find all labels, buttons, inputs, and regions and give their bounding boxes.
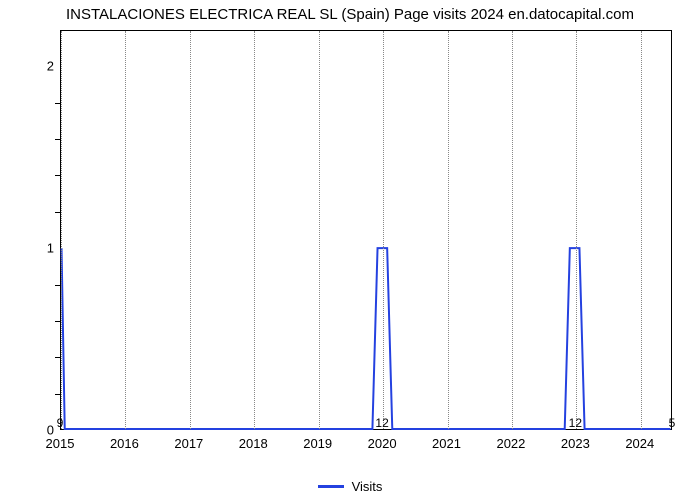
line-series: [61, 31, 671, 429]
y-minor-tick: [55, 212, 60, 213]
x-tick-label: 2021: [432, 436, 461, 451]
x-tick-label: 2023: [561, 436, 590, 451]
chart-container: INSTALACIONES ELECTRICA REAL SL (Spain) …: [0, 0, 700, 500]
x-tick-label: 2016: [110, 436, 139, 451]
gridline: [125, 31, 126, 429]
gridline: [319, 31, 320, 429]
plot-area: [60, 30, 672, 430]
y-minor-tick: [55, 175, 60, 176]
gridline: [383, 31, 384, 429]
series-point-label: 12: [569, 416, 582, 430]
x-tick-label: 2019: [303, 436, 332, 451]
gridline: [448, 31, 449, 429]
x-tick-label: 2024: [625, 436, 654, 451]
x-tick-label: 2020: [368, 436, 397, 451]
gridline: [576, 31, 577, 429]
chart-title: INSTALACIONES ELECTRICA REAL SL (Spain) …: [0, 6, 700, 23]
x-tick-label: 2015: [46, 436, 75, 451]
legend: Visits: [0, 479, 700, 494]
y-tick-label: 2: [47, 59, 54, 74]
legend-label: Visits: [352, 479, 383, 494]
series-point-label: 5: [669, 416, 676, 430]
y-minor-tick: [55, 394, 60, 395]
x-tick-label: 2018: [239, 436, 268, 451]
y-minor-tick: [55, 285, 60, 286]
y-minor-tick: [55, 139, 60, 140]
gridline: [641, 31, 642, 429]
y-minor-tick: [55, 103, 60, 104]
x-tick-label: 2022: [496, 436, 525, 451]
gridline: [512, 31, 513, 429]
y-tick-label: 1: [47, 241, 54, 256]
y-minor-tick: [55, 357, 60, 358]
x-tick-label: 2017: [174, 436, 203, 451]
legend-swatch: [318, 485, 344, 488]
series-point-label: 12: [375, 416, 388, 430]
gridline: [254, 31, 255, 429]
gridline: [190, 31, 191, 429]
y-tick-label: 0: [47, 423, 54, 438]
gridline: [61, 31, 62, 429]
y-minor-tick: [55, 321, 60, 322]
series-point-label: 9: [57, 416, 64, 430]
